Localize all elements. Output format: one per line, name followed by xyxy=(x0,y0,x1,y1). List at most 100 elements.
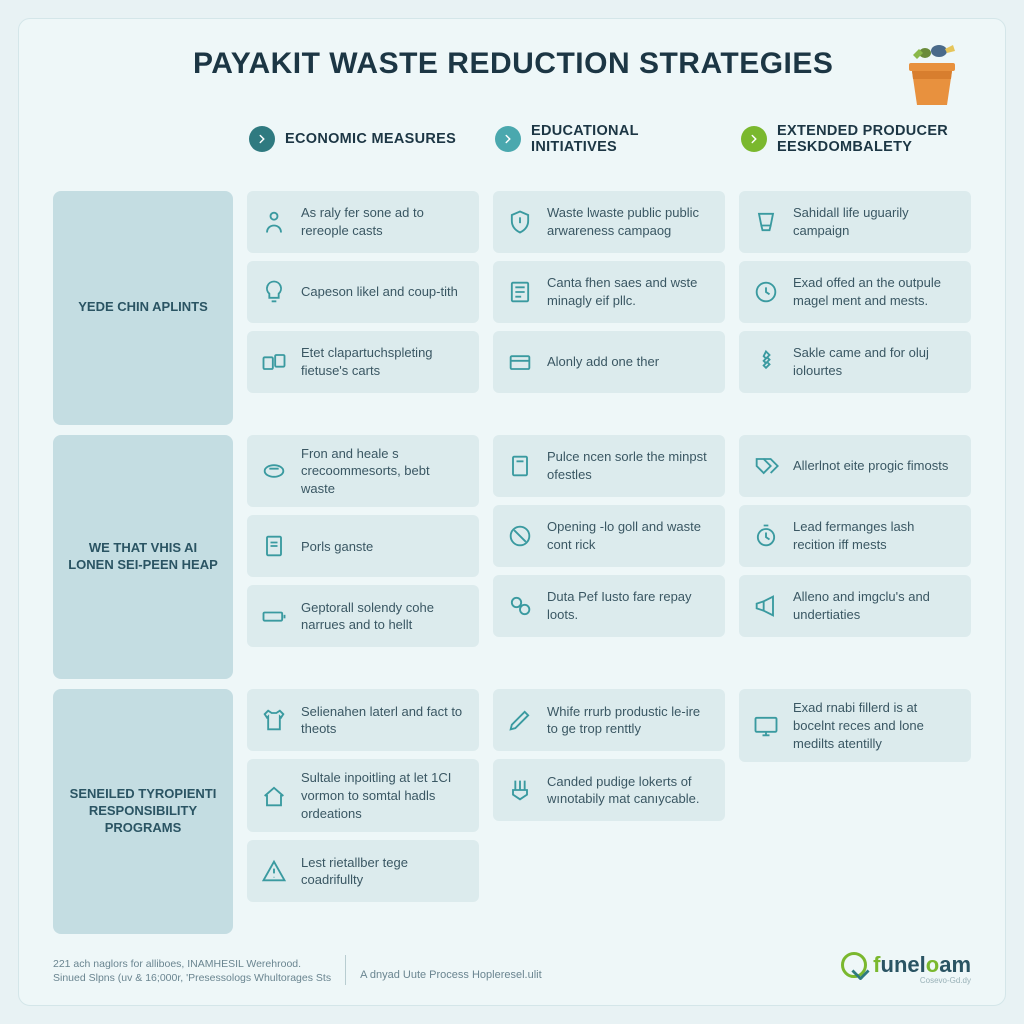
item-text: Selienahen laterl and fact to theots xyxy=(301,703,467,738)
strategy-item: Canta fhen saes and wste minagly eif pll… xyxy=(493,261,725,323)
row-label: WE THAT VHIS AI LONEN SEI-PEEN HEAP xyxy=(53,435,233,680)
cell-group: Waste lwaste public public arwareness ca… xyxy=(493,191,725,425)
shield-icon xyxy=(505,207,535,237)
strategy-item: Sakle came and for oluj iolourtes xyxy=(739,331,971,393)
brush-icon xyxy=(505,775,535,805)
strategy-item: Porls ganste xyxy=(247,515,479,577)
person-icon xyxy=(259,207,289,237)
house-icon xyxy=(259,781,289,811)
strategy-item: Pulce ncen sorle the minpst ofestles xyxy=(493,435,725,497)
noentry-icon xyxy=(505,521,535,551)
tags-icon xyxy=(751,451,781,481)
strategy-item: Sultale inpoitling at let 1CI vormon to … xyxy=(247,759,479,832)
card-icon xyxy=(505,347,535,377)
pills-icon xyxy=(505,591,535,621)
clock-icon xyxy=(751,277,781,307)
chevron-icon xyxy=(495,126,521,152)
item-text: Waste lwaste public public arwareness ca… xyxy=(547,204,713,239)
cup-icon xyxy=(751,207,781,237)
item-text: Fron and heale s crecoommesorts, bebt wa… xyxy=(301,445,467,498)
warn-icon xyxy=(259,856,289,886)
cell-group: Whife rrurb produstic le-ire to ge trop … xyxy=(493,689,725,934)
strategy-item: Sahidall life uguarily campaign xyxy=(739,191,971,253)
cards-icon xyxy=(259,347,289,377)
strategy-item: Etet clapartuchspleting fietuse's carts xyxy=(247,331,479,393)
cell-group: As raly fer sone ad to rereople casts Cap… xyxy=(247,191,479,425)
strategy-item: As raly fer sone ad to rereople casts xyxy=(247,191,479,253)
item-text: As raly fer sone ad to rereople casts xyxy=(301,204,467,239)
col-header-label: EXTENDED PRODUCER EESKDOMBALETY xyxy=(777,123,969,155)
cell-group: Pulce ncen sorle the minpst ofestles Open… xyxy=(493,435,725,680)
strategy-item: Canded pudige lokerts of wınotabily mat … xyxy=(493,759,725,821)
strategy-item: Lest rietallber tege coadrifullty xyxy=(247,840,479,902)
strategy-item: Alleno and imgclu's and undertiaties xyxy=(739,575,971,637)
header: PAYAKIT WASTE REDUCTION STRATEGIES xyxy=(53,47,971,81)
row-label: SENEILED TYROPIENTI RESPONSIBILITY PROGR… xyxy=(53,689,233,934)
item-text: Alonly add one ther xyxy=(547,353,659,371)
footer-line: 221 ach naglors for alliboes, INAMHESIL … xyxy=(53,957,331,971)
strategy-item: Alonly add one ther xyxy=(493,331,725,393)
item-text: Lead fermanges lash recition iff mests xyxy=(793,518,959,553)
strategy-item: Capeson likel and coup-tith xyxy=(247,261,479,323)
strategy-item: Whife rrurb produstic le-ire to ge trop … xyxy=(493,689,725,751)
item-text: Etet clapartuchspleting fietuse's carts xyxy=(301,344,467,379)
chevron-icon xyxy=(249,126,275,152)
mega-icon xyxy=(751,591,781,621)
pen-icon xyxy=(505,705,535,735)
cell-group: Selienahen laterl and fact to theots Sult… xyxy=(247,689,479,934)
badge-icon xyxy=(259,456,289,486)
cell-group: Exad rnabi fillerd is at bocelnt reces a… xyxy=(739,689,971,934)
col-header-label: ECONOMIC MEASURES xyxy=(285,131,456,147)
footer-divider xyxy=(345,955,346,985)
item-text: Allerlnot eite progic fimosts xyxy=(793,457,948,475)
doc-icon xyxy=(259,531,289,561)
strategy-item: Selienahen laterl and fact to theots xyxy=(247,689,479,751)
item-text: Sultale inpoitling at let 1CI vormon to … xyxy=(301,769,467,822)
item-text: Exad offed an the outpule magel ment and… xyxy=(793,274,959,309)
item-text: Sahidall life uguarily campaign xyxy=(793,204,959,239)
strategy-grid: ECONOMIC MEASURES EDUCATIONAL INITIATIVE… xyxy=(53,101,971,934)
page-icon xyxy=(505,451,535,481)
footer-citation: 221 ach naglors for alliboes, INAMHESIL … xyxy=(53,957,331,985)
cell-group: Allerlnot eite progic fimosts Lead ferman… xyxy=(739,435,971,680)
row-label: YEDE CHIN APLINTS xyxy=(53,191,233,425)
item-text: Sakle came and for oluj iolourtes xyxy=(793,344,959,379)
infographic-frame: PAYAKIT WASTE REDUCTION STRATEGIES ECONO… xyxy=(18,18,1006,1006)
page-title: PAYAKIT WASTE REDUCTION STRATEGIES xyxy=(193,47,833,81)
strategy-item: Duta Pef Iusto fare repay loots. xyxy=(493,575,725,637)
col-header-label: EDUCATIONAL INITIATIVES xyxy=(531,123,723,155)
item-text: Exad rnabi fillerd is at bocelnt reces a… xyxy=(793,699,959,752)
strategy-item: Exad rnabi fillerd is at bocelnt reces a… xyxy=(739,689,971,762)
grid-corner xyxy=(53,101,233,181)
monitor-icon xyxy=(751,711,781,741)
cell-group: Sahidall life uguarily campaign Exad offe… xyxy=(739,191,971,425)
brand: ffuneloamuneloam Cosevo-Gd.dy xyxy=(841,952,971,985)
item-text: Duta Pef Iusto fare repay loots. xyxy=(547,588,713,623)
chevron-icon xyxy=(741,126,767,152)
shirt-icon xyxy=(259,705,289,735)
item-text: Geptorall solendy cohe narrues and to he… xyxy=(301,599,467,634)
item-text: Pulce ncen sorle the minpst ofestles xyxy=(547,448,713,483)
item-text: Whife rrurb produstic le-ire to ge trop … xyxy=(547,703,713,738)
logo-text: ffuneloamuneloam xyxy=(873,952,971,978)
item-text: Lest rietallber tege coadrifullty xyxy=(301,854,467,889)
pot-illustration xyxy=(895,43,969,114)
footer: 221 ach naglors for alliboes, INAMHESIL … xyxy=(53,952,971,985)
screw-icon xyxy=(751,347,781,377)
item-text: Canded pudige lokerts of wınotabily mat … xyxy=(547,773,713,808)
col-header-economic: ECONOMIC MEASURES xyxy=(247,101,479,181)
strategy-item: Opening -lo goll and waste cont rick xyxy=(493,505,725,567)
item-text: Capeson likel and coup-tith xyxy=(301,283,458,301)
col-header-educational: EDUCATIONAL INITIATIVES xyxy=(493,101,725,181)
logo-icon xyxy=(841,952,867,978)
footer-tagline: A dnyad Uute Process Hopleresel.ulit xyxy=(360,969,542,985)
item-text: Canta fhen saes and wste minagly eif pll… xyxy=(547,274,713,309)
item-text: Porls ganste xyxy=(301,538,373,556)
strategy-item: Allerlnot eite progic fimosts xyxy=(739,435,971,497)
timer-icon xyxy=(751,521,781,551)
cell-group: Fron and heale s crecoommesorts, bebt wa… xyxy=(247,435,479,680)
strategy-item: Lead fermanges lash recition iff mests xyxy=(739,505,971,567)
strategy-item: Geptorall solendy cohe narrues and to he… xyxy=(247,585,479,647)
item-text: Opening -lo goll and waste cont rick xyxy=(547,518,713,553)
bulb-icon xyxy=(259,277,289,307)
